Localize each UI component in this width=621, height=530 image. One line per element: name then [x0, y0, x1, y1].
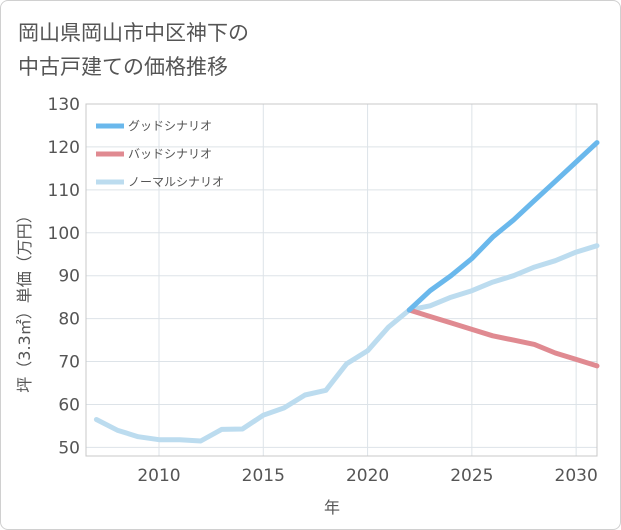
y-tick-label: 120: [48, 138, 80, 158]
x-tick-label: 2010: [137, 466, 180, 486]
x-tick-label: 2025: [450, 466, 493, 486]
y-tick-label: 50: [58, 438, 80, 458]
series-line-2: [93, 243, 600, 444]
y-tick-label: 70: [58, 353, 80, 373]
y-tick-label: 60: [58, 395, 80, 415]
legend-label-1: バッドシナリオ: [128, 147, 212, 161]
x-tick-label: 2020: [346, 466, 389, 486]
legend-label-0: グッドシナリオ: [128, 119, 212, 133]
y-tick-label: 80: [58, 310, 80, 330]
y-axis-title: 坪（3.3㎡）単価（万円）: [15, 207, 34, 392]
x-axis-ticks: 2010 2015 2020 2025 2030: [137, 466, 597, 486]
y-tick-label: 100: [48, 224, 80, 244]
x-tick-label: 2015: [242, 466, 285, 486]
series-lines: [93, 140, 600, 444]
legend-label-2: ノーマルシナリオ: [128, 175, 224, 189]
series-line-1: [406, 307, 600, 369]
y-axis-ticks: 50 60 70 80 90 100 110 120 130: [48, 95, 80, 458]
x-tick-label: 2030: [555, 466, 598, 486]
y-tick-label: 110: [48, 181, 80, 201]
y-tick-label: 90: [58, 267, 80, 287]
series-line-0: [406, 140, 600, 313]
chart-title-line-2: 中古戸建ての価格推移: [18, 55, 228, 79]
plot-area: [85, 103, 598, 457]
chart-title: 岡山県岡山市中区神下の 中古戸建ての価格推移: [18, 16, 438, 84]
chart-title-line-1: 岡山県岡山市中区神下の: [18, 21, 249, 45]
x-axis-title: 年: [324, 498, 340, 517]
grid-lines: [86, 103, 597, 456]
y-tick-label: 130: [48, 95, 80, 115]
